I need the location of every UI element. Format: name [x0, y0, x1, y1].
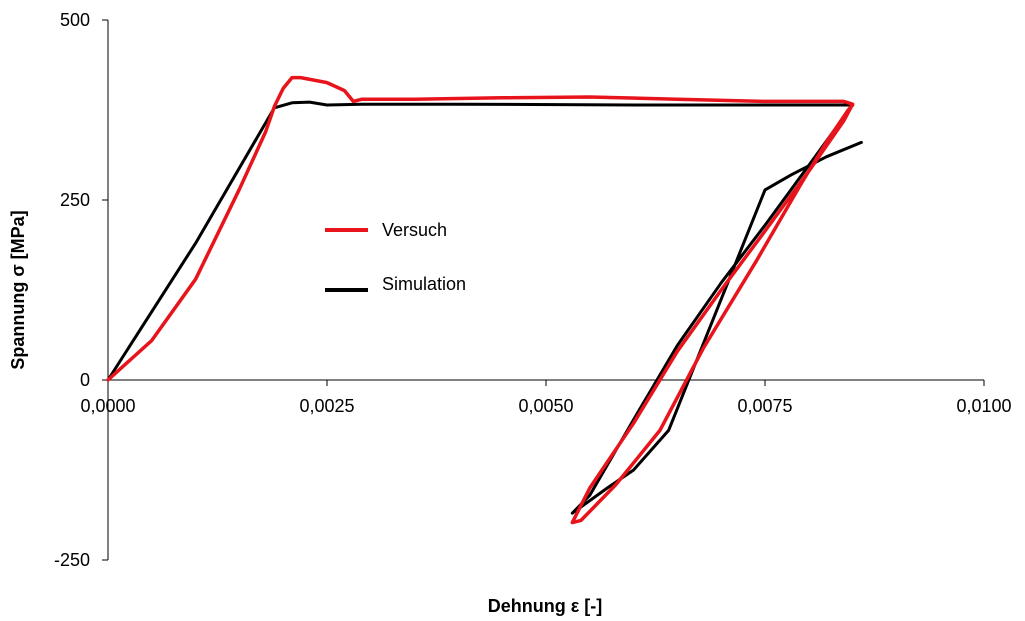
x-tick-label: 0,0050	[518, 396, 573, 416]
x-axis-title: Dehnung ε [-]	[488, 596, 603, 616]
x-tick-label: 0,0075	[737, 396, 792, 416]
legend: Versuch Simulation	[325, 220, 466, 294]
x-tick-label: 0,0025	[299, 396, 354, 416]
x-tick-label: 0,0100	[956, 396, 1011, 416]
ticks: 0,0000 0,0025 0,0050 0,0075 0,0100 500 250 0 -25…	[54, 10, 1012, 570]
y-tick-label: 0	[80, 370, 90, 390]
series-line-simulation	[108, 102, 861, 513]
series-group	[108, 78, 861, 523]
axes	[108, 20, 984, 560]
y-axis-title: Spannung σ [MPa]	[8, 210, 28, 369]
legend-label-simulation: Simulation	[382, 274, 466, 294]
legend-label-versuch: Versuch	[382, 220, 447, 240]
y-tick-label: 500	[60, 10, 90, 30]
series-line-versuch	[108, 78, 853, 523]
x-tick-label: 0,0000	[80, 396, 135, 416]
y-tick-label: 250	[60, 190, 90, 210]
y-tick-label: -250	[54, 550, 90, 570]
